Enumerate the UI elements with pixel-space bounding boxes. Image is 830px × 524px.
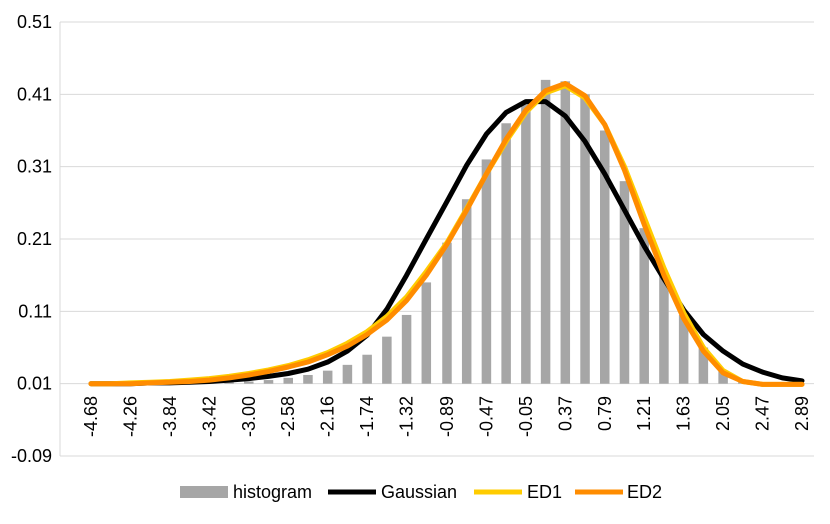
histogram-bar — [521, 101, 531, 384]
x-tick-label: 0.79 — [595, 396, 615, 431]
y-tick-label: 0.41 — [17, 84, 52, 104]
x-tick-label: -0.47 — [476, 396, 496, 437]
y-tick-label: 0.21 — [17, 229, 52, 249]
histogram-bar — [421, 282, 432, 384]
series-line-ed2 — [88, 81, 805, 387]
legend-label: ED2 — [627, 482, 662, 502]
x-tick-label: -1.32 — [397, 396, 417, 437]
x-tick-label: -4.68 — [81, 396, 101, 437]
histogram-bar — [461, 199, 472, 384]
legend: histogram Gaussian ED1 ED2 — [180, 482, 662, 502]
gridlines — [59, 21, 814, 457]
x-tick-label: 1.63 — [674, 396, 694, 431]
histogram-bar — [244, 381, 254, 384]
histogram-bar — [283, 377, 293, 384]
y-axis-ticks: 0.51 0.41 0.31 0.21 0.11 0.01 -0.09 — [11, 12, 52, 466]
histogram-bar — [224, 382, 234, 384]
x-tick-label: -3.00 — [239, 396, 259, 437]
y-tick-label: 0.01 — [17, 374, 52, 394]
x-tick-label: -0.05 — [516, 396, 536, 437]
histogram-bar — [560, 81, 571, 384]
histogram-bar — [678, 314, 689, 384]
y-tick-label: -0.09 — [11, 446, 52, 466]
histogram-bar — [382, 336, 392, 384]
legend-swatch-histogram — [180, 486, 228, 498]
y-tick-label: 0.11 — [18, 301, 52, 321]
legend-swatch-ed2 — [575, 489, 623, 495]
histogram-bar — [322, 370, 333, 384]
histogram-bar — [639, 228, 649, 384]
histogram-bar — [659, 275, 669, 384]
histogram-bar — [342, 364, 353, 384]
histogram-bar — [481, 159, 492, 384]
histogram-bar — [540, 79, 551, 384]
x-tick-label: -2.58 — [278, 396, 298, 437]
histogram-bar — [619, 181, 630, 384]
histogram-bar — [362, 354, 372, 384]
legend-label: histogram — [233, 482, 312, 502]
legend-label: ED1 — [527, 482, 562, 502]
histogram-bar — [718, 370, 728, 384]
x-tick-label: -2.16 — [318, 396, 338, 437]
legend-label: Gaussian — [381, 482, 457, 502]
x-tick-label: -1.74 — [357, 396, 377, 437]
x-axis-ticks: -4.68 -4.26 -3.84 -3.42 -3.00 -2.58 -2.16 -1.74… — [81, 396, 812, 437]
x-tick-label: 1.21 — [634, 396, 654, 431]
x-tick-label: -4.26 — [120, 396, 140, 437]
histogram-bar — [501, 123, 511, 384]
histogram-bars — [184, 79, 748, 384]
histogram-bar — [600, 130, 610, 384]
x-tick-label: -0.89 — [437, 396, 457, 437]
histogram-bar — [442, 242, 452, 384]
x-tick-label: 2.05 — [713, 396, 733, 431]
x-tick-label: 2.47 — [753, 396, 773, 431]
y-tick-label: 0.51 — [17, 12, 52, 32]
x-tick-label: -3.84 — [160, 396, 180, 437]
y-tick-label: 0.31 — [17, 157, 52, 177]
legend-swatch-gaussian — [328, 489, 376, 495]
legend-swatch-ed1 — [474, 489, 522, 495]
x-tick-label: -3.42 — [199, 396, 219, 437]
histogram-bar — [401, 314, 412, 384]
histogram-bar — [698, 347, 709, 384]
histogram-bar — [580, 94, 590, 384]
histogram-bar — [263, 380, 274, 384]
x-tick-label: 0.37 — [555, 396, 575, 431]
histogram-bar — [303, 374, 313, 384]
series-lines — [88, 81, 805, 387]
x-tick-label: 2.89 — [792, 396, 812, 431]
